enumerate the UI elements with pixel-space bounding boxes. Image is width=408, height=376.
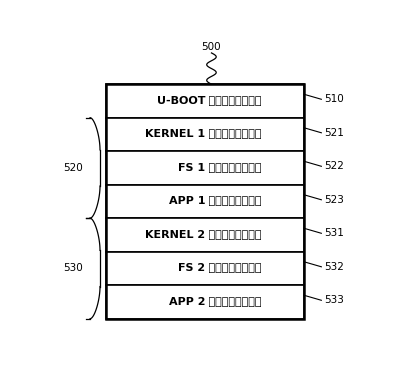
- Text: 521: 521: [324, 128, 344, 138]
- Text: FS 1: FS 1: [178, 163, 205, 173]
- Text: 510: 510: [324, 94, 344, 104]
- Bar: [106, 218, 304, 252]
- Text: （第一应用程序）: （第一应用程序）: [205, 197, 262, 206]
- Text: （第二文件系统）: （第二文件系统）: [205, 264, 262, 273]
- Text: 523: 523: [324, 195, 344, 205]
- Text: KERNEL 2: KERNEL 2: [145, 230, 205, 240]
- Bar: [106, 151, 304, 185]
- Text: 520: 520: [64, 163, 83, 173]
- Text: （第二应用程序）: （第二应用程序）: [205, 297, 262, 307]
- Text: 522: 522: [324, 161, 344, 171]
- Bar: [106, 285, 304, 319]
- Text: 531: 531: [324, 228, 344, 238]
- Text: 532: 532: [324, 262, 344, 272]
- Text: APP 1: APP 1: [169, 197, 205, 206]
- Text: 533: 533: [324, 295, 344, 305]
- Text: （引导加载程序）: （引导加载程序）: [205, 96, 262, 106]
- Text: U-BOOT: U-BOOT: [157, 96, 205, 106]
- Text: 530: 530: [64, 264, 83, 273]
- Text: （第二内核程序）: （第二内核程序）: [205, 230, 262, 240]
- Bar: [106, 118, 304, 151]
- Text: KERNEL 1: KERNEL 1: [145, 129, 205, 139]
- Bar: [106, 185, 304, 218]
- Text: APP 2: APP 2: [169, 297, 205, 307]
- Text: 500: 500: [202, 42, 221, 52]
- Bar: [106, 84, 304, 118]
- Text: （第一文件系统）: （第一文件系统）: [205, 163, 262, 173]
- Text: FS 2: FS 2: [178, 264, 205, 273]
- Bar: [106, 252, 304, 285]
- Bar: [106, 84, 304, 319]
- Text: （第一内核程序）: （第一内核程序）: [205, 129, 262, 139]
